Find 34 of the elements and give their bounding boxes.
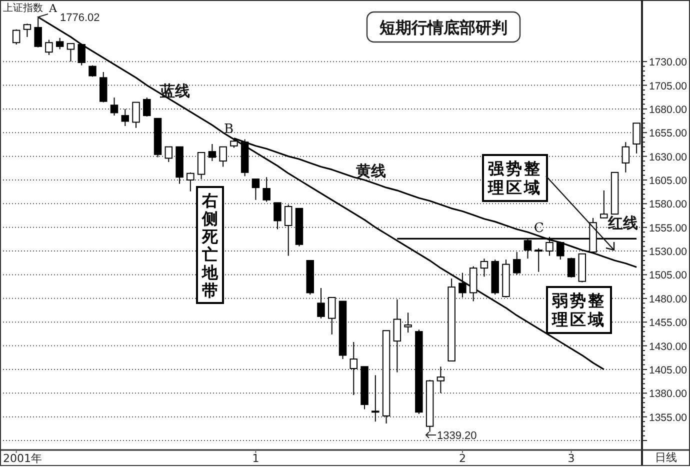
y-tick-label: 1680.00 [649, 104, 688, 116]
annotation: 1776.02 [60, 12, 100, 24]
annotation: 强势整理区域 [487, 159, 542, 197]
annotation: 上证指数 [3, 2, 43, 14]
y-tick-label: 1455.00 [649, 317, 688, 330]
y-tick-label: 1630.00 [649, 151, 688, 164]
y-tick-label: 1380.00 [649, 388, 688, 400]
series-label: 红线 [607, 214, 638, 232]
text: 日线 [655, 451, 677, 464]
y-tick-label: 1430.00 [649, 340, 688, 353]
x-tick-label: 2 [458, 452, 466, 465]
y-tick-label: 1555.00 [649, 222, 688, 234]
annotation: B [224, 122, 234, 137]
x-tick-label: 1 [252, 452, 260, 465]
y-tick-label: 1580.00 [649, 198, 688, 211]
annotation: 弱势整理区域 [551, 291, 606, 329]
y-tick-label: 1530.00 [649, 246, 688, 258]
y-tick-label: 1355.00 [649, 412, 688, 424]
y-tick-label: 1655.00 [649, 128, 688, 140]
annotation: 右侧死亡地带 [201, 191, 219, 300]
x-tick-label: 2001年 [3, 452, 42, 465]
annotation: C [534, 221, 544, 236]
y-tick-label: 1480.00 [649, 293, 688, 306]
title: 短期行情底部研判 [366, 11, 521, 43]
y-tick-label: 1505.00 [649, 270, 688, 282]
y-tick-label: 1730.00 [649, 56, 688, 69]
series-label: 黄线 [355, 162, 386, 180]
y-tick-label: 1405.00 [649, 364, 688, 376]
y-tick-label: 1605.00 [649, 175, 688, 187]
x-tick-label: 3 [568, 452, 575, 465]
y-tick-label: 1705.00 [649, 80, 688, 92]
annotation: A [48, 2, 58, 15]
series-label: 蓝线 [159, 82, 190, 100]
annotation: 1339.20 [437, 430, 477, 442]
